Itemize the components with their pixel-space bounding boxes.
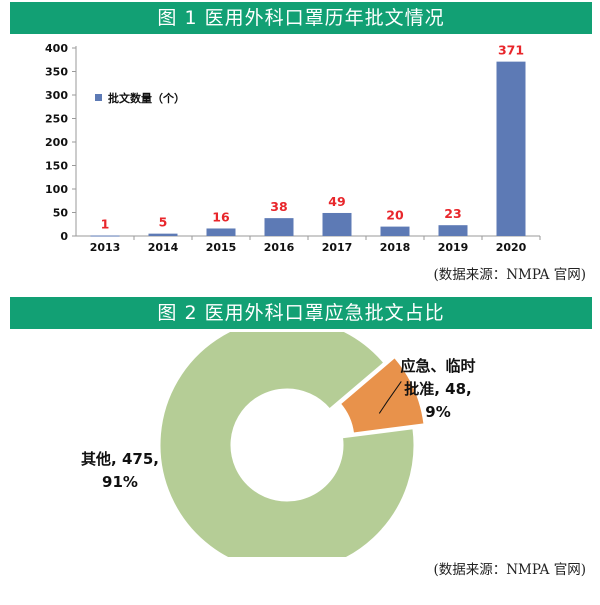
data-label-2018: 20 (386, 208, 404, 223)
bar-2015 (206, 228, 236, 236)
chart2-source-note: (数据来源：NMPA 官网) (433, 562, 586, 578)
data-label-2013: 1 (101, 217, 110, 232)
data-label-2016: 38 (270, 199, 287, 214)
bar-2013 (90, 235, 120, 237)
x-tick-label-2017: 2017 (322, 241, 353, 254)
bar-2020 (496, 61, 526, 236)
bar-chart: 0 50 100 150 200 250 300 350 400 1 2013 5 2014 16 2015… (45, 42, 541, 254)
other-label-line: 其他, 475, (81, 450, 159, 468)
emergency-leader-line (378, 381, 402, 414)
y-tick-label: 400 (45, 42, 68, 55)
emergency-label-line: 应急、临时 (400, 357, 475, 375)
data-label-2014: 5 (159, 215, 168, 230)
x-tick-label-2015: 2015 (206, 241, 237, 254)
other-label-line: 91% (102, 473, 138, 491)
emergency-label-line: 批准, 48, (404, 380, 472, 398)
emergency-label-line: 9% (425, 403, 450, 421)
y-tick-label: 0 (60, 230, 68, 243)
x-tick-label-2016: 2016 (264, 241, 295, 254)
y-tick-label: 250 (45, 113, 68, 126)
bar-2014 (148, 233, 178, 236)
data-label-2019: 23 (444, 206, 461, 221)
data-label-2020: 371 (498, 43, 524, 58)
x-tick-label-2020: 2020 (496, 241, 527, 254)
y-tick-label: 350 (45, 66, 68, 79)
y-tick-label: 300 (45, 89, 68, 102)
chart1-source-note: (数据来源：NMPA 官网) (433, 267, 586, 283)
x-tick-label-2019: 2019 (438, 241, 469, 254)
chart2-title-banner: 图 2 医用外科口罩应急批文占比 (10, 297, 592, 329)
chart1-title-banner: 图 1 医用外科口罩历年批文情况 (10, 2, 592, 34)
legend-swatch (95, 94, 102, 101)
donut-slice-emergency (339, 357, 425, 434)
y-tick-label: 200 (45, 136, 68, 149)
data-label-2015: 16 (212, 209, 230, 224)
y-tick-label: 150 (45, 160, 68, 173)
x-tick-label-2014: 2014 (148, 241, 179, 254)
data-label-2017: 49 (328, 194, 345, 209)
bar-2017 (322, 212, 352, 236)
bar-2019 (438, 225, 468, 236)
y-tick-label: 50 (53, 207, 69, 220)
donut-slice-other (159, 332, 415, 557)
x-tick-label-2018: 2018 (380, 241, 411, 254)
y-tick-label: 100 (45, 183, 68, 196)
bar-2018 (380, 226, 410, 236)
x-tick-label-2013: 2013 (90, 241, 121, 254)
legend-label: 批文数量（个） (108, 91, 185, 105)
bar-2016 (264, 218, 294, 236)
